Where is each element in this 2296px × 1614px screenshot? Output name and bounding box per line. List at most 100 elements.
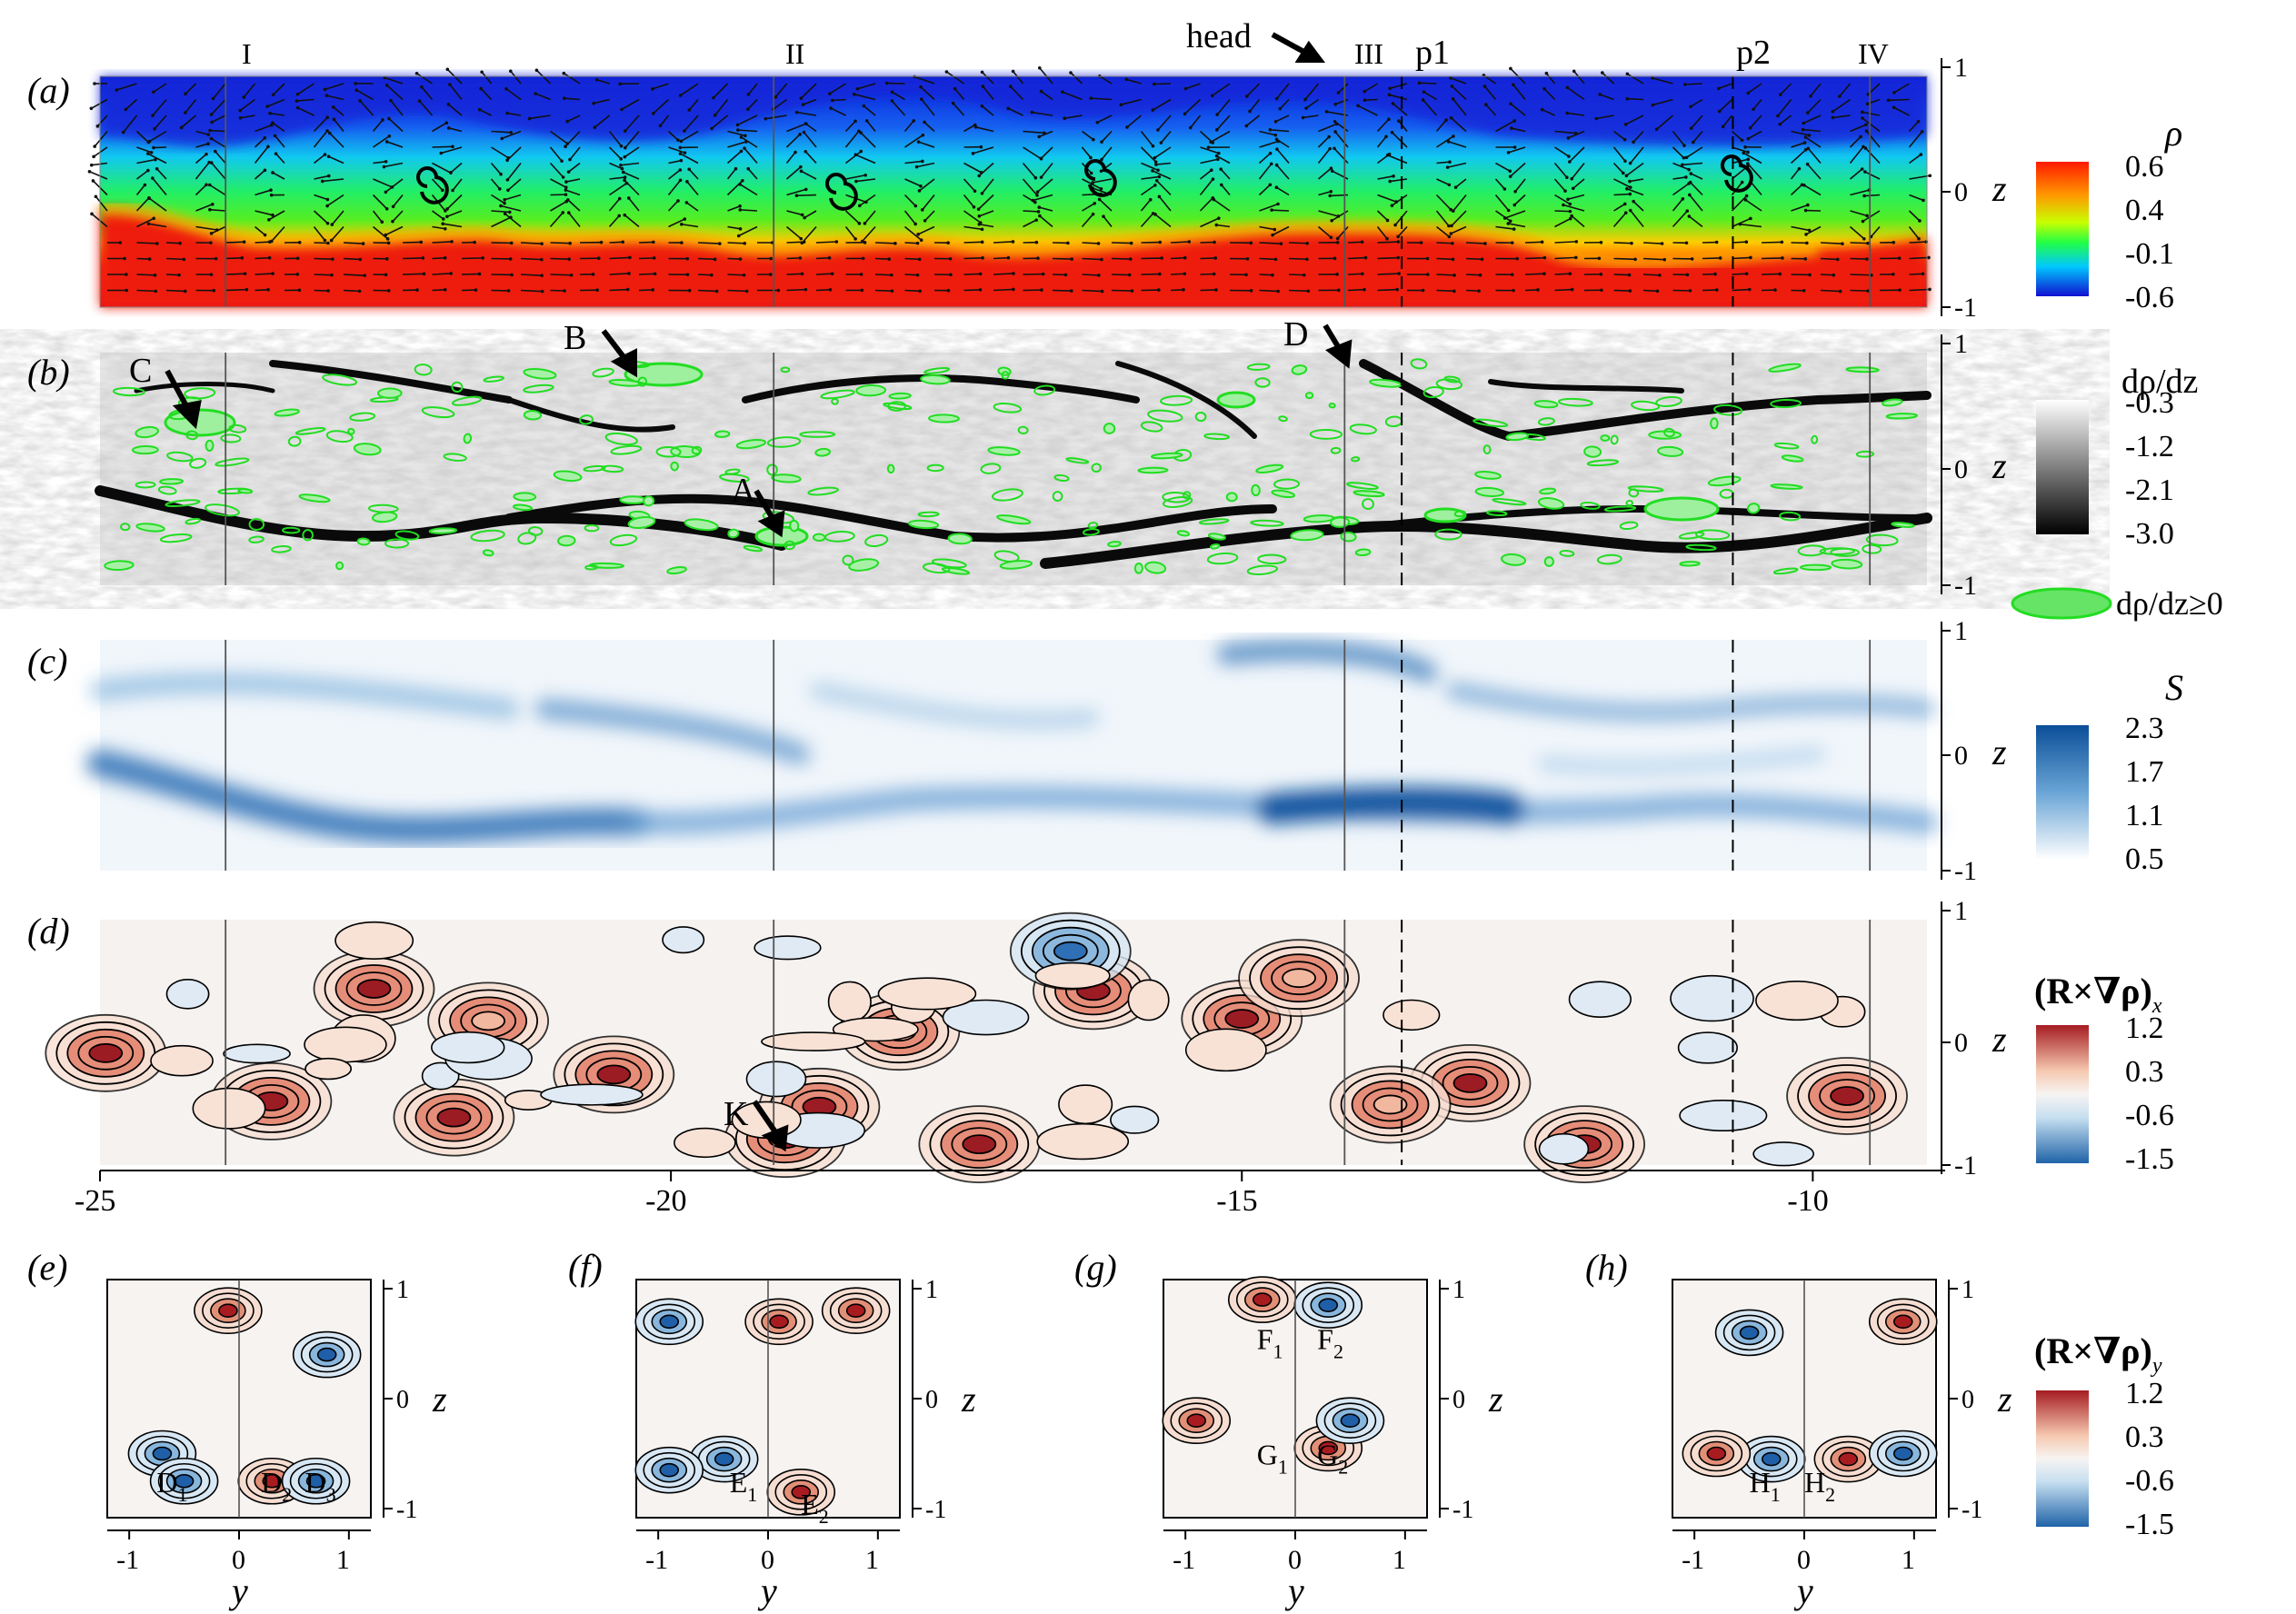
Rx-tick-3: -0.6	[2125, 1099, 2174, 1132]
panel-label-e: (e)	[27, 1247, 67, 1288]
y-tick: 1	[865, 1545, 879, 1575]
drho-tick-4: -3.0	[2125, 517, 2174, 551]
vortex-blobs-d	[45, 912, 1908, 1183]
Ry-tick-4: -1.5	[2125, 1508, 2174, 1541]
marker-III: III	[1354, 37, 1383, 70]
marker-head: head	[1186, 17, 1252, 55]
y-label: y	[1284, 1570, 1304, 1611]
marker-I: I	[242, 37, 252, 70]
y-tick: -1	[645, 1545, 668, 1575]
z-tick: -1	[1962, 1496, 1982, 1524]
rho-colorbar	[2036, 162, 2089, 296]
z-label: z	[1992, 445, 2007, 486]
panel-label-b: (b)	[27, 352, 70, 393]
S-tick-1: 2.3	[2125, 712, 2164, 745]
z-axes: 1 0 -1 z 1 0 -1 z 1 0 -1 z 1 0 -1 z	[1941, 53, 2007, 1181]
Ry-tick-3: -0.6	[2125, 1464, 2174, 1498]
z-label: z	[961, 1379, 976, 1420]
S-tick-3: 1.1	[2125, 799, 2164, 832]
y-tick: 1	[336, 1545, 350, 1575]
vortex-label-F1: F1	[1257, 1323, 1283, 1363]
vortex-label-D3: D3	[305, 1466, 336, 1506]
z-label: z	[1488, 1379, 1503, 1420]
z-tick: 1	[1452, 1276, 1465, 1304]
panel-h: -1 0 1 y 1 0 -1 z H1 H2	[1672, 1276, 2012, 1611]
z-tick: -1	[1954, 293, 1977, 323]
S-title: S	[2165, 667, 2183, 708]
Rx-tick-1: 1.2	[2125, 1011, 2164, 1045]
vortex-label-D1: D1	[156, 1466, 187, 1506]
z-tick: 1	[396, 1276, 409, 1304]
panel-frames	[99, 75, 1928, 308]
label-C: C	[129, 352, 152, 390]
panel-label-c: (c)	[27, 641, 67, 682]
Ry-colorbar	[2036, 1390, 2089, 1527]
z-tick: 1	[1954, 329, 1968, 359]
vortex-label-E1: E1	[730, 1466, 758, 1506]
z-tick: 1	[1962, 1276, 1974, 1304]
z-tick: 0	[1954, 741, 1968, 771]
small-panels: -1 0 1 y 1 0 -1 z D1 D2 D3 -1 0 1 y 1 0 -1 z E1 E2 -1 0 1 y 1 0 -1 z…	[106, 1276, 2012, 1611]
y-label: y	[757, 1570, 777, 1611]
z-tick: -1	[1954, 856, 1977, 886]
label-A: A	[731, 472, 756, 510]
rho-tick-2: 0.4	[2125, 194, 2164, 227]
z-tick: 0	[1954, 1028, 1968, 1058]
vortex-label-G1: G1	[1257, 1439, 1288, 1479]
drho-tick-2: -1.2	[2125, 430, 2174, 463]
panel-d-Rx	[45, 912, 1927, 1183]
z-tick: 0	[1452, 1386, 1465, 1414]
section-lines	[225, 76, 1872, 1165]
rho-tick-1: 0.6	[2125, 150, 2164, 184]
panel-label-h: (h)	[1585, 1247, 1628, 1288]
velocity-vectors	[87, 65, 1932, 294]
z-label: z	[1997, 1379, 2012, 1420]
vortex-label-E2: E2	[801, 1488, 829, 1528]
panel-f: -1 0 1 y 1 0 -1 z E1 E2	[634, 1276, 976, 1611]
y-tick: 1	[1902, 1545, 1915, 1575]
vortex-label-D2: D2	[261, 1466, 292, 1506]
Rx-tick-4: -1.5	[2125, 1142, 2174, 1176]
marker-II: II	[785, 37, 804, 70]
drho-tick-1: -0.3	[2125, 386, 2174, 420]
S-tick-2: 1.7	[2125, 755, 2164, 789]
x-tick: -20	[645, 1184, 686, 1218]
y-label: y	[1793, 1570, 1813, 1611]
drho-colorbar	[2036, 400, 2089, 534]
panel-a-density	[87, 65, 1932, 307]
panel-b-gradient	[95, 353, 1932, 585]
Ry-tick-2: 0.3	[2125, 1420, 2164, 1454]
x-axis: -25 -20 -15 -10	[75, 1170, 1945, 1218]
y-label: y	[228, 1570, 248, 1611]
z-tick: -1	[1452, 1496, 1473, 1524]
marker-p1: p1	[1415, 34, 1450, 72]
y-tick: -1	[116, 1545, 139, 1575]
z-label: z	[1992, 732, 2007, 772]
z-tick: 1	[1954, 896, 1968, 926]
S-tick-4: 0.5	[2125, 842, 2164, 876]
z-tick: 1	[1954, 616, 1968, 646]
z-tick: 0	[925, 1386, 938, 1414]
Rx-colorbar	[2036, 1025, 2089, 1163]
y-tick: 0	[1288, 1545, 1302, 1575]
vortex-label-F2: F2	[1317, 1323, 1343, 1363]
y-tick: -1	[1682, 1545, 1704, 1575]
z-tick: -1	[1954, 571, 1977, 601]
rho-title: ρ	[2163, 113, 2182, 154]
y-tick: 0	[761, 1545, 774, 1575]
x-tick: -25	[75, 1184, 115, 1218]
y-tick: 1	[1393, 1545, 1406, 1575]
drho-ge0-label: dρ/dz≥0	[2116, 585, 2223, 622]
panel-g: -1 0 1 y 1 0 -1 z F1 F2 G1 G2	[1162, 1276, 1503, 1611]
rho-tick-3: -0.1	[2125, 237, 2174, 271]
vortex-label-H2: H2	[1804, 1466, 1835, 1506]
panel-label-g: (g)	[1074, 1247, 1117, 1288]
S-colorbar	[2036, 725, 2089, 860]
panel-label-f: (f)	[568, 1247, 603, 1288]
z-tick: -1	[1954, 1151, 1977, 1181]
drho-positive-swatch	[2011, 587, 2112, 620]
z-tick: 0	[1962, 1386, 1974, 1414]
Ry-tick-1: 1.2	[2125, 1377, 2164, 1410]
annotation-arrows	[165, 32, 1353, 1152]
